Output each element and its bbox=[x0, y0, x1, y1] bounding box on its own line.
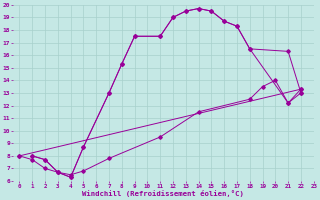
X-axis label: Windchill (Refroidissement éolien,°C): Windchill (Refroidissement éolien,°C) bbox=[83, 190, 244, 197]
